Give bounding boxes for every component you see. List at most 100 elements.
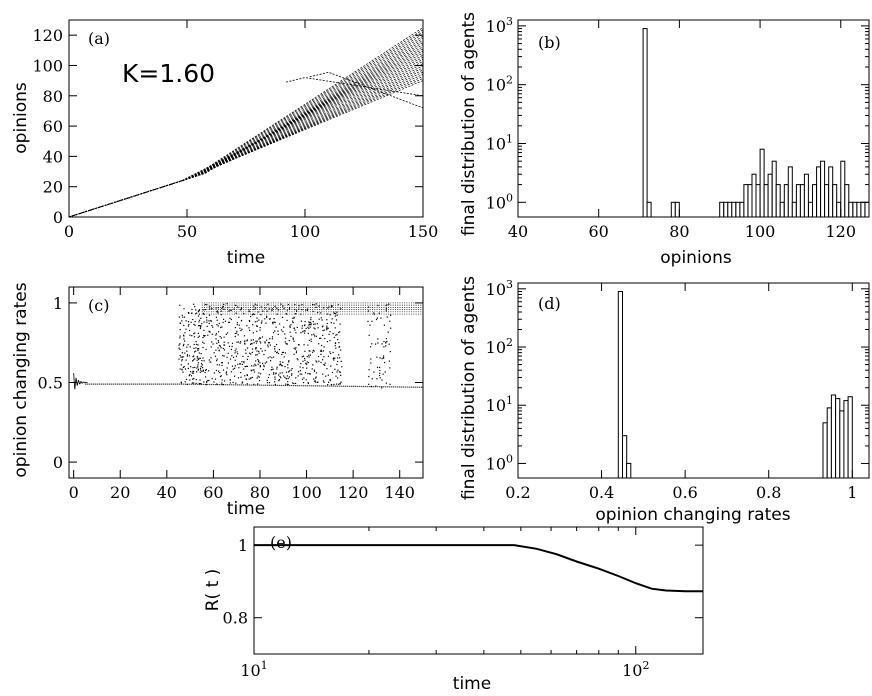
rate-point: [258, 338, 260, 340]
rate-point: [308, 354, 310, 356]
rate-point: [202, 309, 204, 311]
rate-point: [327, 374, 329, 376]
rate-point: [266, 315, 268, 317]
rate-point: [255, 364, 257, 367]
rate-point: [193, 378, 195, 380]
panel-a-ytick-label: 80: [43, 87, 63, 106]
rate-point: [190, 371, 192, 373]
rate-point: [279, 364, 281, 366]
rate-point: [296, 358, 298, 360]
rate-point: [198, 358, 200, 361]
rate-point: [322, 380, 325, 382]
rate-point: [309, 350, 311, 352]
rate-point: [381, 379, 383, 381]
rate-point: [291, 374, 293, 376]
rate-point: [266, 310, 268, 312]
panel-b-bar: [759, 148, 765, 218]
rate-point: [340, 349, 342, 351]
rate-point: [214, 355, 217, 357]
rate-point: [200, 326, 202, 328]
rate-point: [240, 372, 242, 374]
rate-point: [337, 357, 339, 359]
panel-b-bar: [771, 160, 777, 218]
panel-d-ytick-label: 101: [486, 394, 513, 415]
rate-point: [288, 307, 291, 309]
rate-point: [311, 334, 313, 336]
rate-point: [326, 327, 328, 329]
rate-point: [268, 382, 271, 384]
rate-point: [179, 304, 181, 306]
rate-point: [333, 311, 335, 313]
rate-point: [258, 352, 260, 354]
rate-point: [255, 342, 258, 344]
rate-point: [309, 373, 311, 375]
rate-point: [301, 325, 303, 327]
rate-point: [197, 349, 199, 352]
rate-point: [289, 331, 291, 333]
rate-point: [220, 310, 222, 312]
rate-point: [320, 312, 322, 314]
rate-point: [314, 380, 316, 382]
rate-point: [237, 306, 239, 308]
rate-point: [278, 374, 280, 376]
rate-point: [255, 340, 257, 342]
rate-point: [329, 340, 331, 342]
rate-point: [248, 309, 250, 311]
rate-point: [290, 324, 292, 326]
rate-point: [306, 361, 308, 363]
rate-point: [337, 360, 339, 363]
rate-point: [230, 318, 232, 321]
rate-point: [370, 362, 372, 364]
rate-point: [184, 340, 186, 342]
rate-point: [236, 332, 238, 334]
rate-point: [307, 332, 309, 335]
rate-point: [311, 368, 313, 370]
rate-point: [325, 375, 327, 377]
rate-point: [186, 346, 188, 348]
rate-point: [307, 382, 309, 384]
rate-point: [290, 369, 292, 371]
rate-point: [387, 331, 389, 333]
rate-point: [284, 376, 286, 378]
rate-point: [270, 360, 272, 362]
rate-point: [278, 379, 280, 381]
rate-point: [287, 383, 289, 386]
panel-b-xtick-label: 100: [745, 222, 776, 241]
rate-point: [271, 336, 274, 338]
panel-b-bar: [719, 201, 725, 218]
rate-point: [191, 312, 193, 314]
rate-point: [323, 356, 325, 358]
rate-point: [261, 336, 264, 338]
rate-point: [334, 327, 336, 329]
rate-point: [379, 369, 381, 372]
rate-point: [283, 375, 285, 377]
rate-point: [268, 308, 270, 310]
rate-point: [193, 370, 195, 373]
rate-point: [251, 314, 253, 316]
rate-point: [181, 314, 183, 316]
panel-c-ytick-label: 1: [53, 294, 63, 313]
rate-point: [200, 353, 202, 355]
rate-point: [330, 305, 333, 307]
rate-point: [370, 385, 372, 388]
rate-point: [267, 376, 270, 379]
rate-point: [201, 370, 203, 372]
rate-point: [278, 380, 280, 382]
rate-point: [381, 358, 383, 360]
rate-point: [301, 356, 303, 358]
panel-a-xtick-label: 100: [290, 222, 321, 241]
rate-point: [330, 352, 332, 355]
rate-point: [274, 383, 276, 385]
rate-point: [308, 321, 310, 323]
rate-point: [263, 365, 265, 368]
rate-point: [253, 369, 255, 371]
rate-point: [223, 341, 225, 343]
rate-point: [228, 310, 230, 312]
consensus-trajectory: [68, 178, 188, 218]
rate-point: [289, 326, 291, 328]
rate-point: [292, 322, 294, 324]
rate-point: [274, 350, 276, 352]
rate-point: [199, 325, 201, 327]
rate-point: [205, 376, 207, 378]
rate-point: [210, 320, 212, 322]
